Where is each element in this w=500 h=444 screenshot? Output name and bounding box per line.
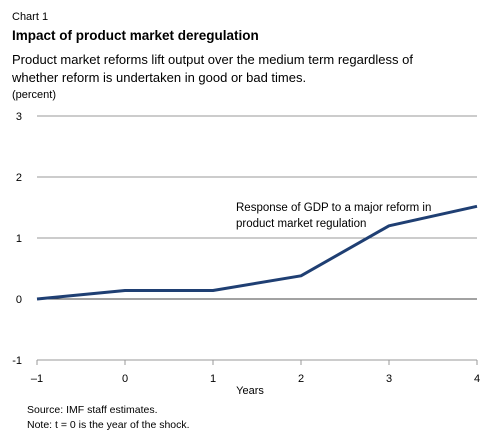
gridlines — [37, 115, 477, 361]
chart-subtitle-line2: whether reform is undertaken in good or … — [12, 70, 307, 85]
x-tick-label: 0 — [122, 373, 128, 385]
x-axis-label: Years — [236, 385, 264, 397]
source-note: Source: IMF staff estimates. — [27, 404, 158, 416]
y-tick-label: 3 — [16, 111, 22, 123]
y-axis-unit-label: (percent) — [12, 89, 57, 101]
y-tick-label: 0 — [16, 294, 22, 306]
x-tick-label: 4 — [474, 373, 480, 385]
series-line-gdp-response — [36, 204, 478, 301]
x-tick-label: –1 — [31, 373, 43, 385]
x-tick-label: 2 — [298, 373, 304, 385]
y-tick-label: -1 — [12, 355, 22, 367]
y-axis-ticks: -1 0 1 2 3 — [12, 111, 22, 367]
chart-title: Impact of product market deregulation — [12, 28, 259, 43]
x-axis-ticks: –1 0 1 2 3 4 — [31, 360, 480, 385]
chart-subtitle-line1: Product market reforms lift output over … — [12, 52, 413, 67]
annotation-line2: product market regulation — [236, 218, 366, 230]
footnote: Note: t = 0 is the year of the shock. — [27, 419, 190, 431]
chart-number: Chart 1 — [12, 11, 49, 23]
y-tick-label: 1 — [16, 233, 22, 245]
x-tick-label: 1 — [210, 373, 216, 385]
x-tick-label: 3 — [386, 373, 392, 385]
annotation-line1: Response of GDP to a major reform in — [236, 202, 431, 214]
y-tick-label: 2 — [16, 172, 22, 184]
